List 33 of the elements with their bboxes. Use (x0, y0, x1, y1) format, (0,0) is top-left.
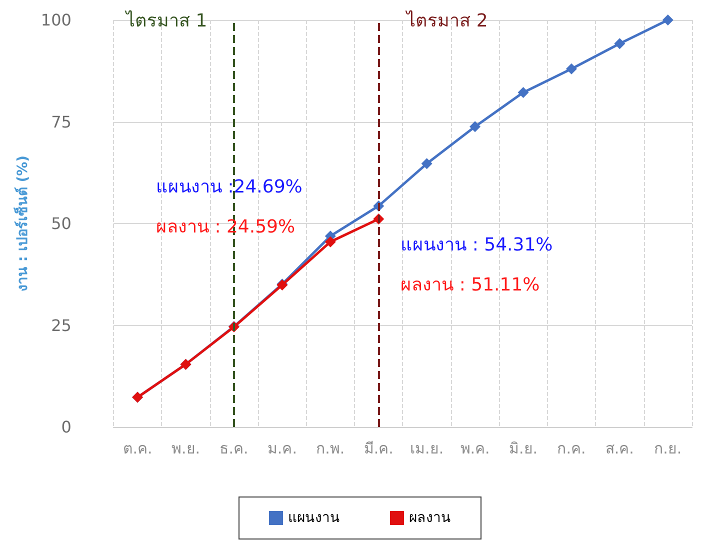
x-tick-label: มิ.ย. (508, 440, 538, 458)
point (566, 63, 577, 74)
point (421, 158, 432, 170)
y-tick-label: 100 (40, 10, 72, 30)
ref-line-label: ไตรมาส 2 (404, 10, 488, 32)
annotation: แผนงาน :24.69% (156, 176, 302, 198)
x-tick-label: ก.ค. (557, 440, 586, 458)
point (614, 38, 626, 50)
annotation: แผนงาน : 54.31% (400, 234, 553, 256)
legend-label: ผลงาน (409, 510, 451, 526)
x-tick-label: ม.ค. (267, 440, 297, 458)
x-tick-label: เม.ย. (410, 440, 444, 458)
x-tick-label: ส.ค. (605, 440, 634, 458)
x-tick-label: ก.ย. (654, 440, 682, 458)
point (470, 121, 481, 132)
y-tick-label: 50 (51, 214, 72, 233)
y-tick-label: 25 (51, 316, 72, 335)
x-tick-label: พ.ค. (460, 440, 490, 458)
x-tick-label: ต.ค. (122, 440, 152, 458)
legend-label: แผนงาน (288, 510, 340, 526)
point (518, 86, 529, 98)
point (662, 14, 674, 26)
x-tick-label: ธ.ค. (220, 440, 248, 458)
y-tick-label: 0 (61, 418, 72, 436)
ref-line-label: ไตรมาส 1 (124, 10, 208, 32)
annotation: ผลงาน : 24.59% (156, 216, 296, 238)
point (324, 236, 336, 248)
x-tick-label: ก.พ. (316, 440, 345, 458)
y-axis-title: งาน : เปอร์เซ็นต์ (%) (13, 155, 31, 292)
x-tick-label: พ.ย. (171, 440, 200, 458)
x-tick-label: มี.ค. (364, 440, 394, 458)
annotation: ผลงาน : 51.11% (400, 274, 540, 296)
y-tick-label: 75 (51, 112, 72, 132)
